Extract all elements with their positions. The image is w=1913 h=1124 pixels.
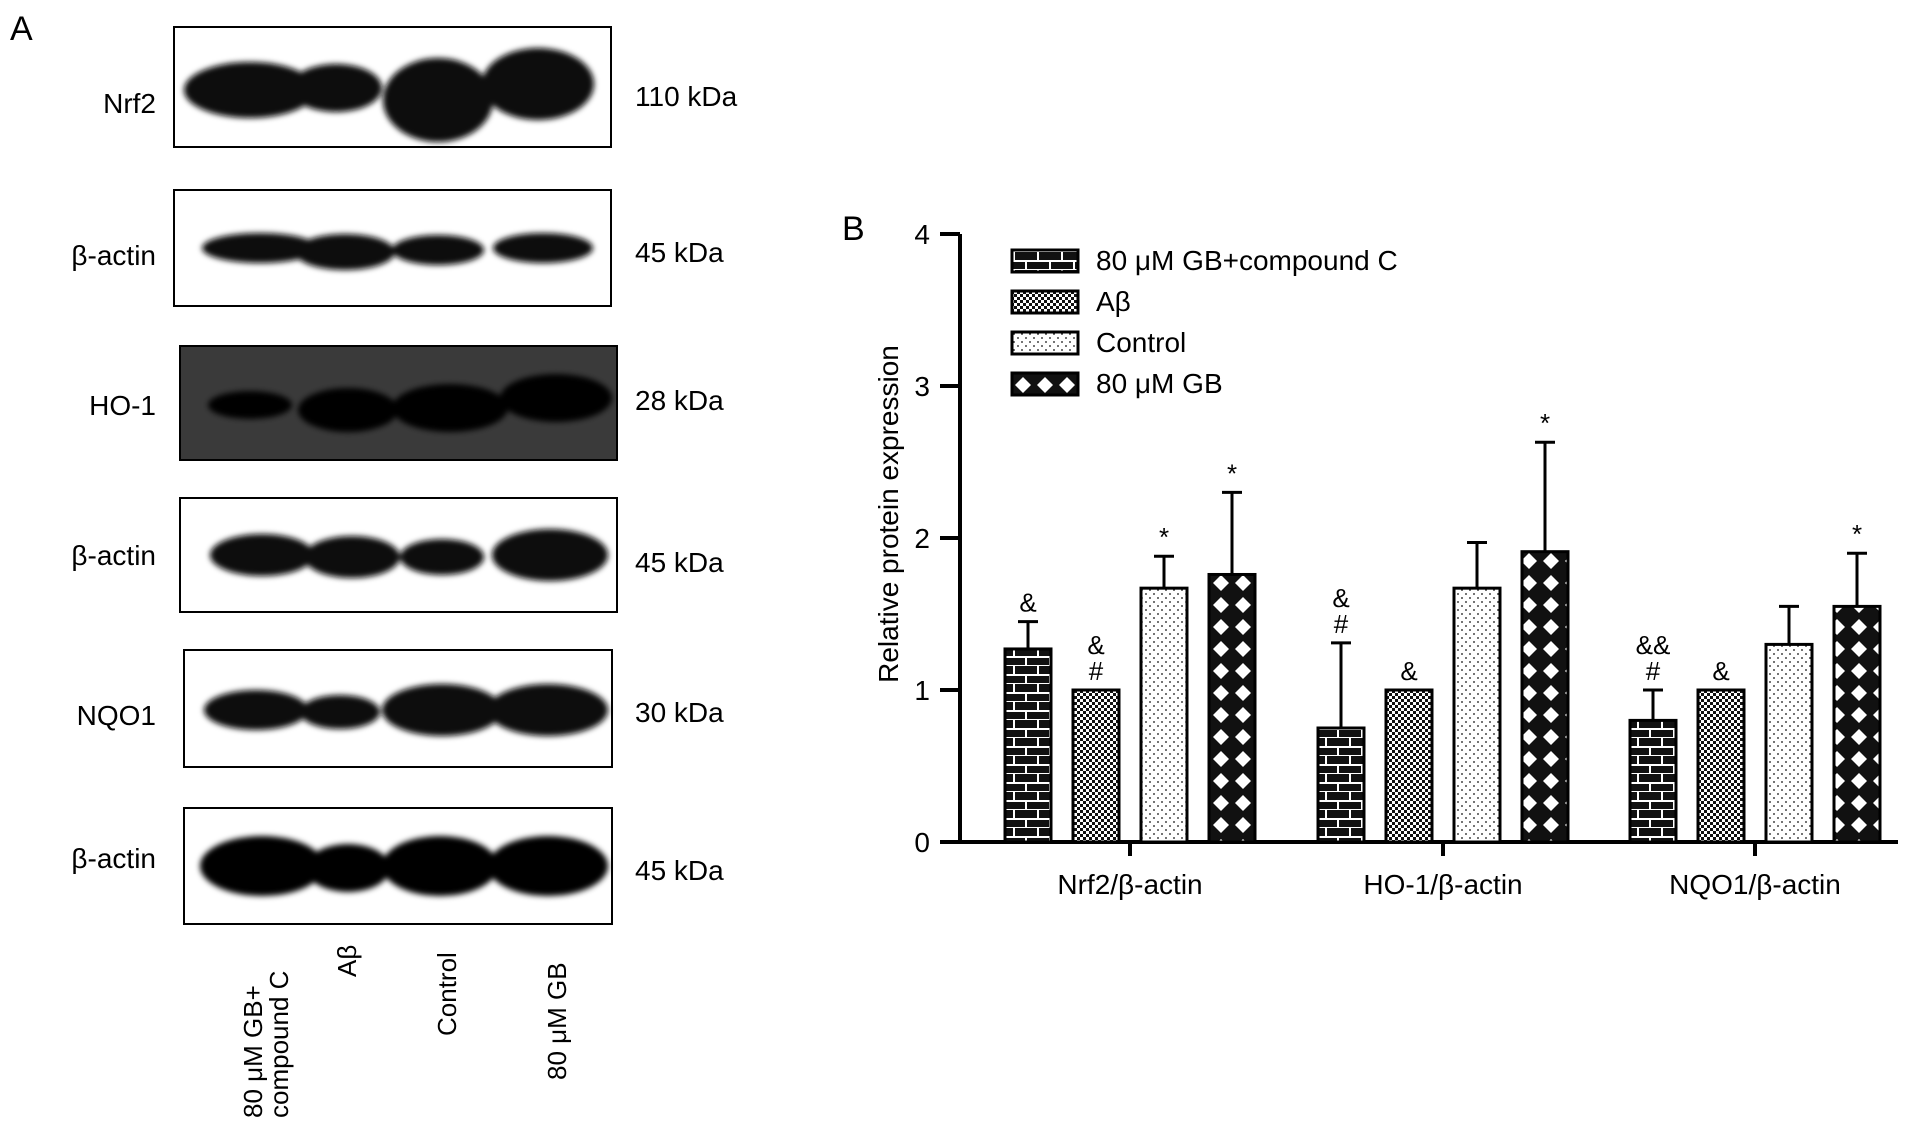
chart-bars: &#&**#&&*#&&&* [1003,408,1882,844]
legend-label: Aβ [1096,286,1131,317]
y-tick-label: 3 [914,371,930,402]
chart-legend: 80 μM GB+compound C Aβ Control 80 μM GB [1010,245,1398,399]
lane-label: compound C [264,971,294,1118]
significance-marker: * [1540,408,1550,438]
significance-marker: & [1400,656,1417,686]
blot-protein-label: β-actin [71,843,156,874]
legend-label: Control [1096,327,1186,358]
x-tick-label: HO-1/β-actin [1363,869,1522,900]
bar [1071,688,1121,844]
y-tick-label: 2 [914,523,930,554]
blot-protein-label: Nrf2 [103,88,156,119]
legend-label: 80 μM GB+compound C [1096,245,1398,276]
legend-label: 80 μM GB [1096,368,1223,399]
blot-kda-label: 45 kDa [635,547,724,578]
blot-kda-label: 30 kDa [635,697,724,728]
bar [1207,572,1257,844]
blot-protein-label: NQO1 [77,700,156,731]
bar [1696,688,1746,844]
panel-b-label: B [842,210,865,248]
bar [1520,550,1570,844]
legend-swatch [1010,248,1080,274]
blot-kda-label: 28 kDa [635,385,724,416]
blot-protein-label: β-actin [71,240,156,271]
significance-marker: # [1646,656,1661,686]
significance-marker: && [1636,630,1671,660]
bar [1832,604,1882,844]
significance-marker: & [1332,583,1349,613]
blot-kda-label: 45 kDa [635,237,724,268]
blot-beta-actin-1: β-actin 45 kDa [71,189,724,307]
y-tick-label: 0 [914,827,930,858]
bar [1384,688,1434,844]
lane-label: Control [432,952,462,1036]
y-tick-label: 1 [914,675,930,706]
significance-marker: * [1227,458,1237,488]
bar [1452,586,1502,844]
blot-protein-label: HO-1 [89,390,156,421]
blot-protein-label: β-actin [71,540,156,571]
y-axis-label: Relative protein expression [873,345,904,683]
bar [1628,718,1678,844]
bar [1764,642,1814,844]
significance-marker: * [1159,522,1169,552]
lane-label: 80 μM GB [542,962,572,1080]
blot-nqo1: NQO1 30 kDa [77,649,724,768]
significance-marker: & [1087,630,1104,660]
lane-label: Aβ [332,945,362,977]
bar [1139,586,1189,844]
legend-swatch [1010,289,1080,315]
panel-a-label: A [10,10,33,48]
significance-marker: # [1089,656,1104,686]
blot-kda-label: 110 kDa [635,81,738,112]
y-tick-label: 4 [914,219,930,250]
bar [1003,647,1053,844]
significance-marker: & [1712,656,1729,686]
x-tick-label: Nrf2/β-actin [1057,869,1202,900]
blot-beta-actin-3: β-actin 45 kDa [71,807,724,925]
bar-chart: 0 1 2 3 4 Nrf2/β-actin HO-1/β-actin NQO1/β-acti… [873,219,1898,900]
significance-marker: # [1334,609,1349,639]
blot-kda-label: 45 kDa [635,855,724,886]
legend-swatch [1010,330,1080,356]
significance-marker: * [1852,519,1862,549]
blot-ho1: HO-1 28 kDa [89,345,724,461]
x-tick-label: NQO1/β-actin [1669,869,1841,900]
blot-nrf2: Nrf2 110 kDa [103,26,738,148]
legend-swatch [1010,371,1080,397]
lane-labels: 80 μM GB+ compound C Aβ Control 80 μM GB [238,945,572,1118]
lane-label: 80 μM GB+ [238,985,268,1118]
bar [1316,726,1366,844]
significance-marker: & [1019,588,1036,618]
blot-beta-actin-2: β-actin 45 kDa [71,497,724,613]
